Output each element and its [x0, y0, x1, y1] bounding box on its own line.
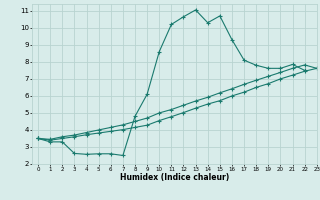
X-axis label: Humidex (Indice chaleur): Humidex (Indice chaleur)	[120, 173, 229, 182]
